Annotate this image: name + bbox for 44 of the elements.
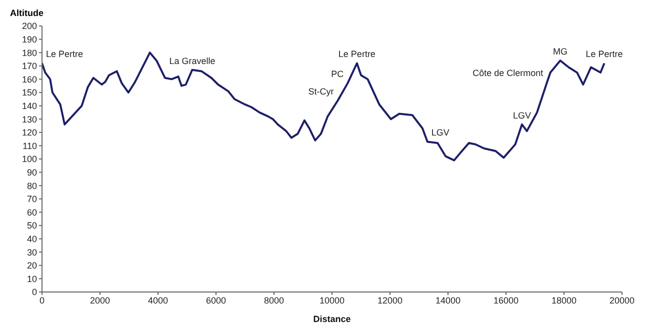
- x-tick-label: 2000: [90, 295, 110, 306]
- annotation: La Gravelle: [169, 56, 216, 66]
- x-tick-label: 20000: [609, 295, 635, 306]
- x-tick-label: 6000: [206, 295, 226, 306]
- x-tick-label: 8000: [264, 295, 284, 306]
- annotation: Le Pertre: [586, 49, 623, 60]
- x-tick-label: 18000: [551, 295, 577, 306]
- x-tick-label: 14000: [435, 295, 461, 306]
- x-tick-label: 0: [39, 295, 45, 306]
- x-tick-label: 4000: [148, 295, 168, 306]
- y-tick-label: 170: [22, 61, 37, 72]
- annotation: St-Cyr: [308, 86, 334, 96]
- y-tick-label: 200: [22, 21, 37, 32]
- y-tick-label: 70: [26, 194, 37, 204]
- x-tick-label: 10000: [319, 295, 345, 306]
- y-tick-label: 60: [26, 207, 37, 218]
- y-tick-label: 30: [26, 247, 37, 258]
- x-axis-title: Distance: [313, 314, 351, 324]
- y-tick-label: 90: [26, 167, 37, 178]
- annotation: LGV: [512, 110, 531, 120]
- y-tick-label: 0: [32, 287, 37, 298]
- annotation: MG: [552, 46, 568, 57]
- y-tick-label: 190: [22, 34, 37, 44]
- annotation: Côte de Clermont: [472, 68, 544, 78]
- y-tick-label: 20: [26, 260, 37, 271]
- y-axis-title: Altitude: [10, 8, 44, 20]
- x-tick-label: 16000: [493, 295, 519, 306]
- y-tick-label: 120: [22, 128, 37, 138]
- y-tick-label: 50: [26, 220, 37, 231]
- y-tick-label: 180: [22, 48, 37, 58]
- annotation: Le Pertre: [338, 49, 376, 60]
- y-tick-label: 80: [26, 180, 37, 191]
- x-tick-label: 12000: [377, 295, 403, 306]
- y-tick-label: 100: [22, 154, 37, 164]
- y-tick-label: 130: [22, 114, 37, 124]
- y-tick-label: 110: [22, 140, 37, 151]
- y-tick-label: 140: [22, 100, 37, 111]
- y-tick-label: 40: [26, 234, 37, 244]
- annotation: LGV: [431, 128, 450, 138]
- annotation: Le Pertre: [46, 49, 84, 60]
- y-tick-label: 10: [26, 274, 37, 284]
- y-tick-label: 150: [22, 88, 37, 98]
- annotation: PC: [331, 69, 344, 80]
- y-tick-label: 160: [22, 74, 37, 84]
